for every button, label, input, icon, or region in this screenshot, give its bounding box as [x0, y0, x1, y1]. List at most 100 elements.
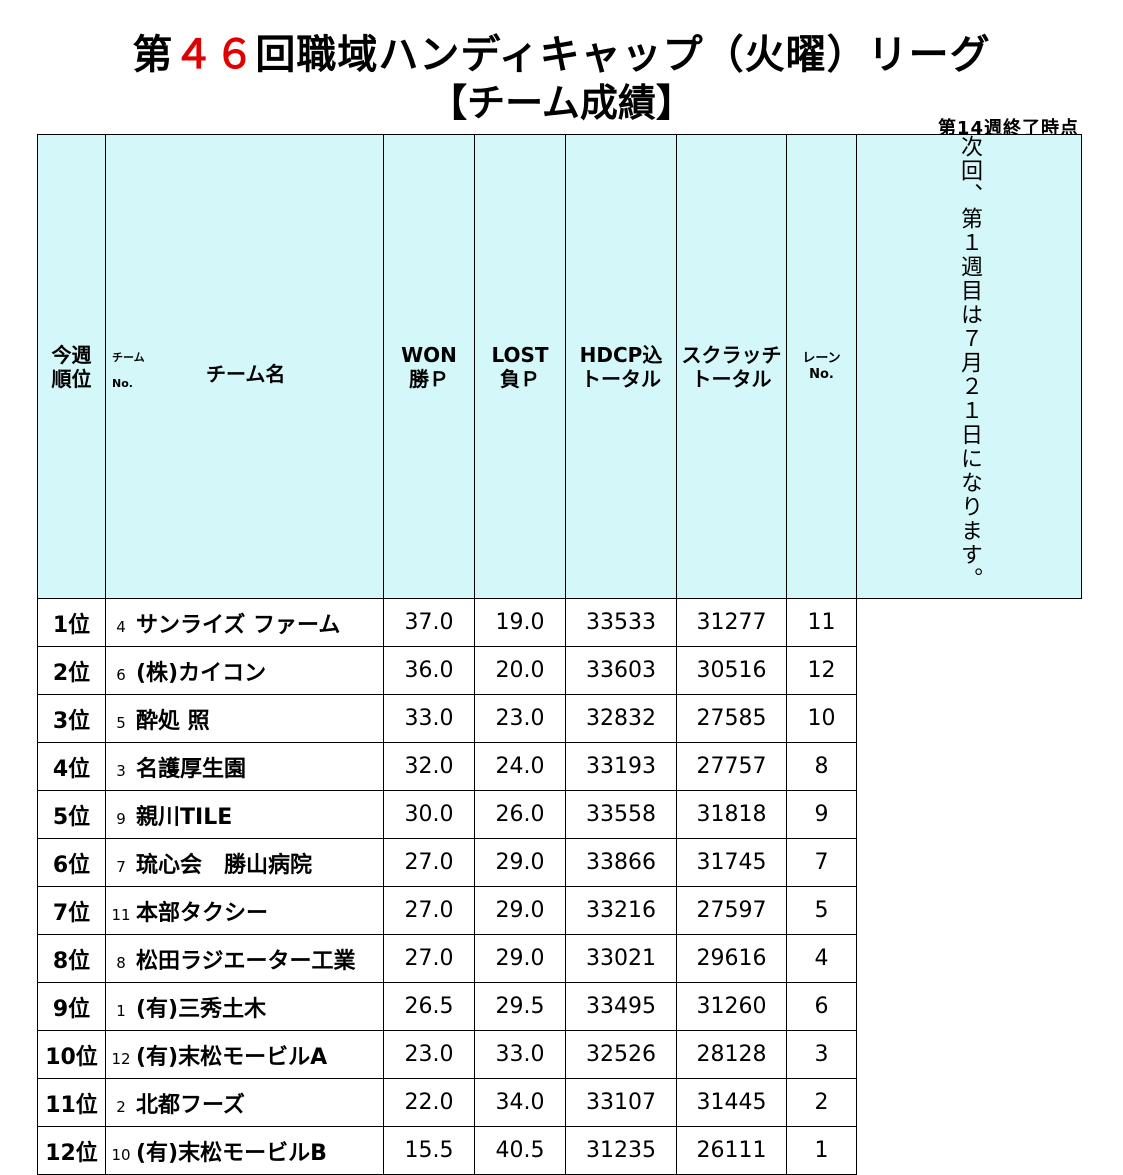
title-number: ４６ [173, 32, 256, 78]
table-row: 10位 12 (有)末松モービルA 23.0 33.0 32526 28128 3 [37, 1030, 1082, 1079]
lost-cell: 23.0 [474, 694, 566, 743]
lost-cell: 33.0 [474, 1030, 566, 1079]
lost-cell: 20.0 [474, 646, 566, 695]
table-row: 11位 2 北都フーズ 22.0 34.0 33107 31445 2 [37, 1078, 1082, 1127]
won-cell: 36.0 [383, 646, 475, 695]
scratch-total-cell: 31818 [676, 790, 787, 839]
team-name: (有)末松モービルB [136, 1140, 327, 1166]
rank-cell: 10位 [37, 1030, 106, 1079]
lost-cell: 40.5 [474, 1126, 566, 1175]
header-lane-line2: No. [809, 366, 834, 382]
won-cell: 27.0 [383, 838, 475, 887]
header-lost-line1: LOST [491, 342, 549, 367]
lost-cell: 29.5 [474, 982, 566, 1031]
lost-cell: 29.0 [474, 934, 566, 983]
hdcp-total-cell: 33107 [565, 1078, 677, 1127]
lost-cell: 24.0 [474, 742, 566, 791]
lane-cell: 3 [786, 1030, 857, 1079]
hdcp-total-cell: 32832 [565, 694, 677, 743]
team-name: 酔処 照 [136, 708, 210, 734]
header-won-line2: 勝Ｐ [409, 366, 449, 391]
header-team: チーム No. チーム名 [105, 134, 384, 599]
team-cell: 4 サンライズ ファーム [105, 598, 384, 647]
team-cell: 9 親川TILE [105, 790, 384, 839]
won-cell: 27.0 [383, 886, 475, 935]
team-name: 琉心会 勝山病院 [136, 852, 313, 878]
title-suffix: 回職域ハンディキャップ（火曜）リーグ [255, 32, 991, 78]
standings-table: 今週 順位 チーム No. チーム名 WON 勝Ｐ LOST 負Ｐ HDCP込 トータル… [37, 134, 1082, 1175]
team-number: 11 [111, 905, 131, 924]
team-name: 親川TILE [136, 804, 233, 830]
team-name: サンライズ ファーム [136, 612, 341, 638]
next-week-note: 次回、第１週目は７月２１日になります。 [856, 134, 1082, 599]
table-row: 7位 11 本部タクシー 27.0 29.0 33216 27597 5 [37, 886, 1082, 935]
header-rank-line2: 順位 [51, 366, 92, 391]
team-cell: 6 (株)カイコン [105, 646, 384, 695]
lane-cell: 8 [786, 742, 857, 791]
page-subtitle: 【チーム成績】 [429, 81, 694, 125]
table-row: 3位 5 酔処 照 33.0 23.0 32832 27585 10 [37, 694, 1082, 743]
lane-cell: 10 [786, 694, 857, 743]
team-cell: 1 (有)三秀土木 [105, 982, 384, 1031]
header-rank-line1: 今週 [51, 342, 92, 367]
team-number: 8 [116, 953, 126, 972]
header-lost-line2: 負Ｐ [500, 366, 540, 391]
team-number: 12 [111, 1049, 131, 1068]
table-row: 4位 3 名護厚生園 32.0 24.0 33193 27757 8 [37, 742, 1082, 791]
lane-cell: 12 [786, 646, 857, 695]
hdcp-total-cell: 33495 [565, 982, 677, 1031]
hdcp-total-cell: 33533 [565, 598, 677, 647]
scratch-total-cell: 31445 [676, 1078, 787, 1127]
scratch-total-cell: 27757 [676, 742, 787, 791]
won-cell: 26.5 [383, 982, 475, 1031]
hdcp-total-cell: 33021 [565, 934, 677, 983]
scratch-total-cell: 29616 [676, 934, 787, 983]
team-name: 本部タクシー [136, 900, 269, 926]
header-lane-line1: レーン [802, 350, 841, 366]
header-lost: LOST 負Ｐ [474, 134, 566, 599]
won-cell: 33.0 [383, 694, 475, 743]
lost-cell: 29.0 [474, 838, 566, 887]
lane-cell: 6 [786, 982, 857, 1031]
won-cell: 37.0 [383, 598, 475, 647]
rank-cell: 1位 [37, 598, 106, 647]
lane-cell: 7 [786, 838, 857, 887]
team-number: 4 [116, 617, 126, 636]
team-name: 名護厚生園 [136, 756, 247, 782]
hdcp-total-cell: 33866 [565, 838, 677, 887]
lost-cell: 29.0 [474, 886, 566, 935]
rank-cell: 8位 [37, 934, 106, 983]
rank-cell: 9位 [37, 982, 106, 1031]
scratch-total-cell: 28128 [676, 1030, 787, 1079]
team-name: (株)カイコン [136, 660, 267, 686]
team-number: 9 [116, 809, 126, 828]
hdcp-total-cell: 33603 [565, 646, 677, 695]
table-row: 1位 4 サンライズ ファーム 37.0 19.0 33533 31277 11 [37, 598, 1082, 647]
rank-cell: 11位 [37, 1078, 106, 1127]
title-prefix: 第 [132, 32, 174, 78]
team-name: 松田ラジエーター工業 [136, 948, 356, 974]
lane-cell: 2 [786, 1078, 857, 1127]
header-lane: レーン No. [786, 134, 857, 599]
won-cell: 23.0 [383, 1030, 475, 1079]
header-won: WON 勝Ｐ [383, 134, 475, 599]
lost-cell: 26.0 [474, 790, 566, 839]
header-scratch-line2: トータル [691, 366, 772, 391]
table-row: 9位 1 (有)三秀土木 26.5 29.5 33495 31260 6 [37, 982, 1082, 1031]
won-cell: 15.5 [383, 1126, 475, 1175]
header-team-no: No. [112, 376, 133, 390]
lost-cell: 19.0 [474, 598, 566, 647]
team-name: (有)三秀土木 [136, 996, 267, 1022]
rank-cell: 3位 [37, 694, 106, 743]
team-number: 1 [116, 1001, 126, 1020]
scratch-total-cell: 30516 [676, 646, 787, 695]
hdcp-total-cell: 31235 [565, 1126, 677, 1175]
won-cell: 22.0 [383, 1078, 475, 1127]
team-name: (有)末松モービルA [136, 1044, 328, 1070]
team-cell: 5 酔処 照 [105, 694, 384, 743]
team-name: 北都フーズ [136, 1092, 245, 1118]
team-cell: 2 北都フーズ [105, 1078, 384, 1127]
team-number: 5 [116, 713, 126, 732]
scratch-total-cell: 27585 [676, 694, 787, 743]
rank-cell: 7位 [37, 886, 106, 935]
